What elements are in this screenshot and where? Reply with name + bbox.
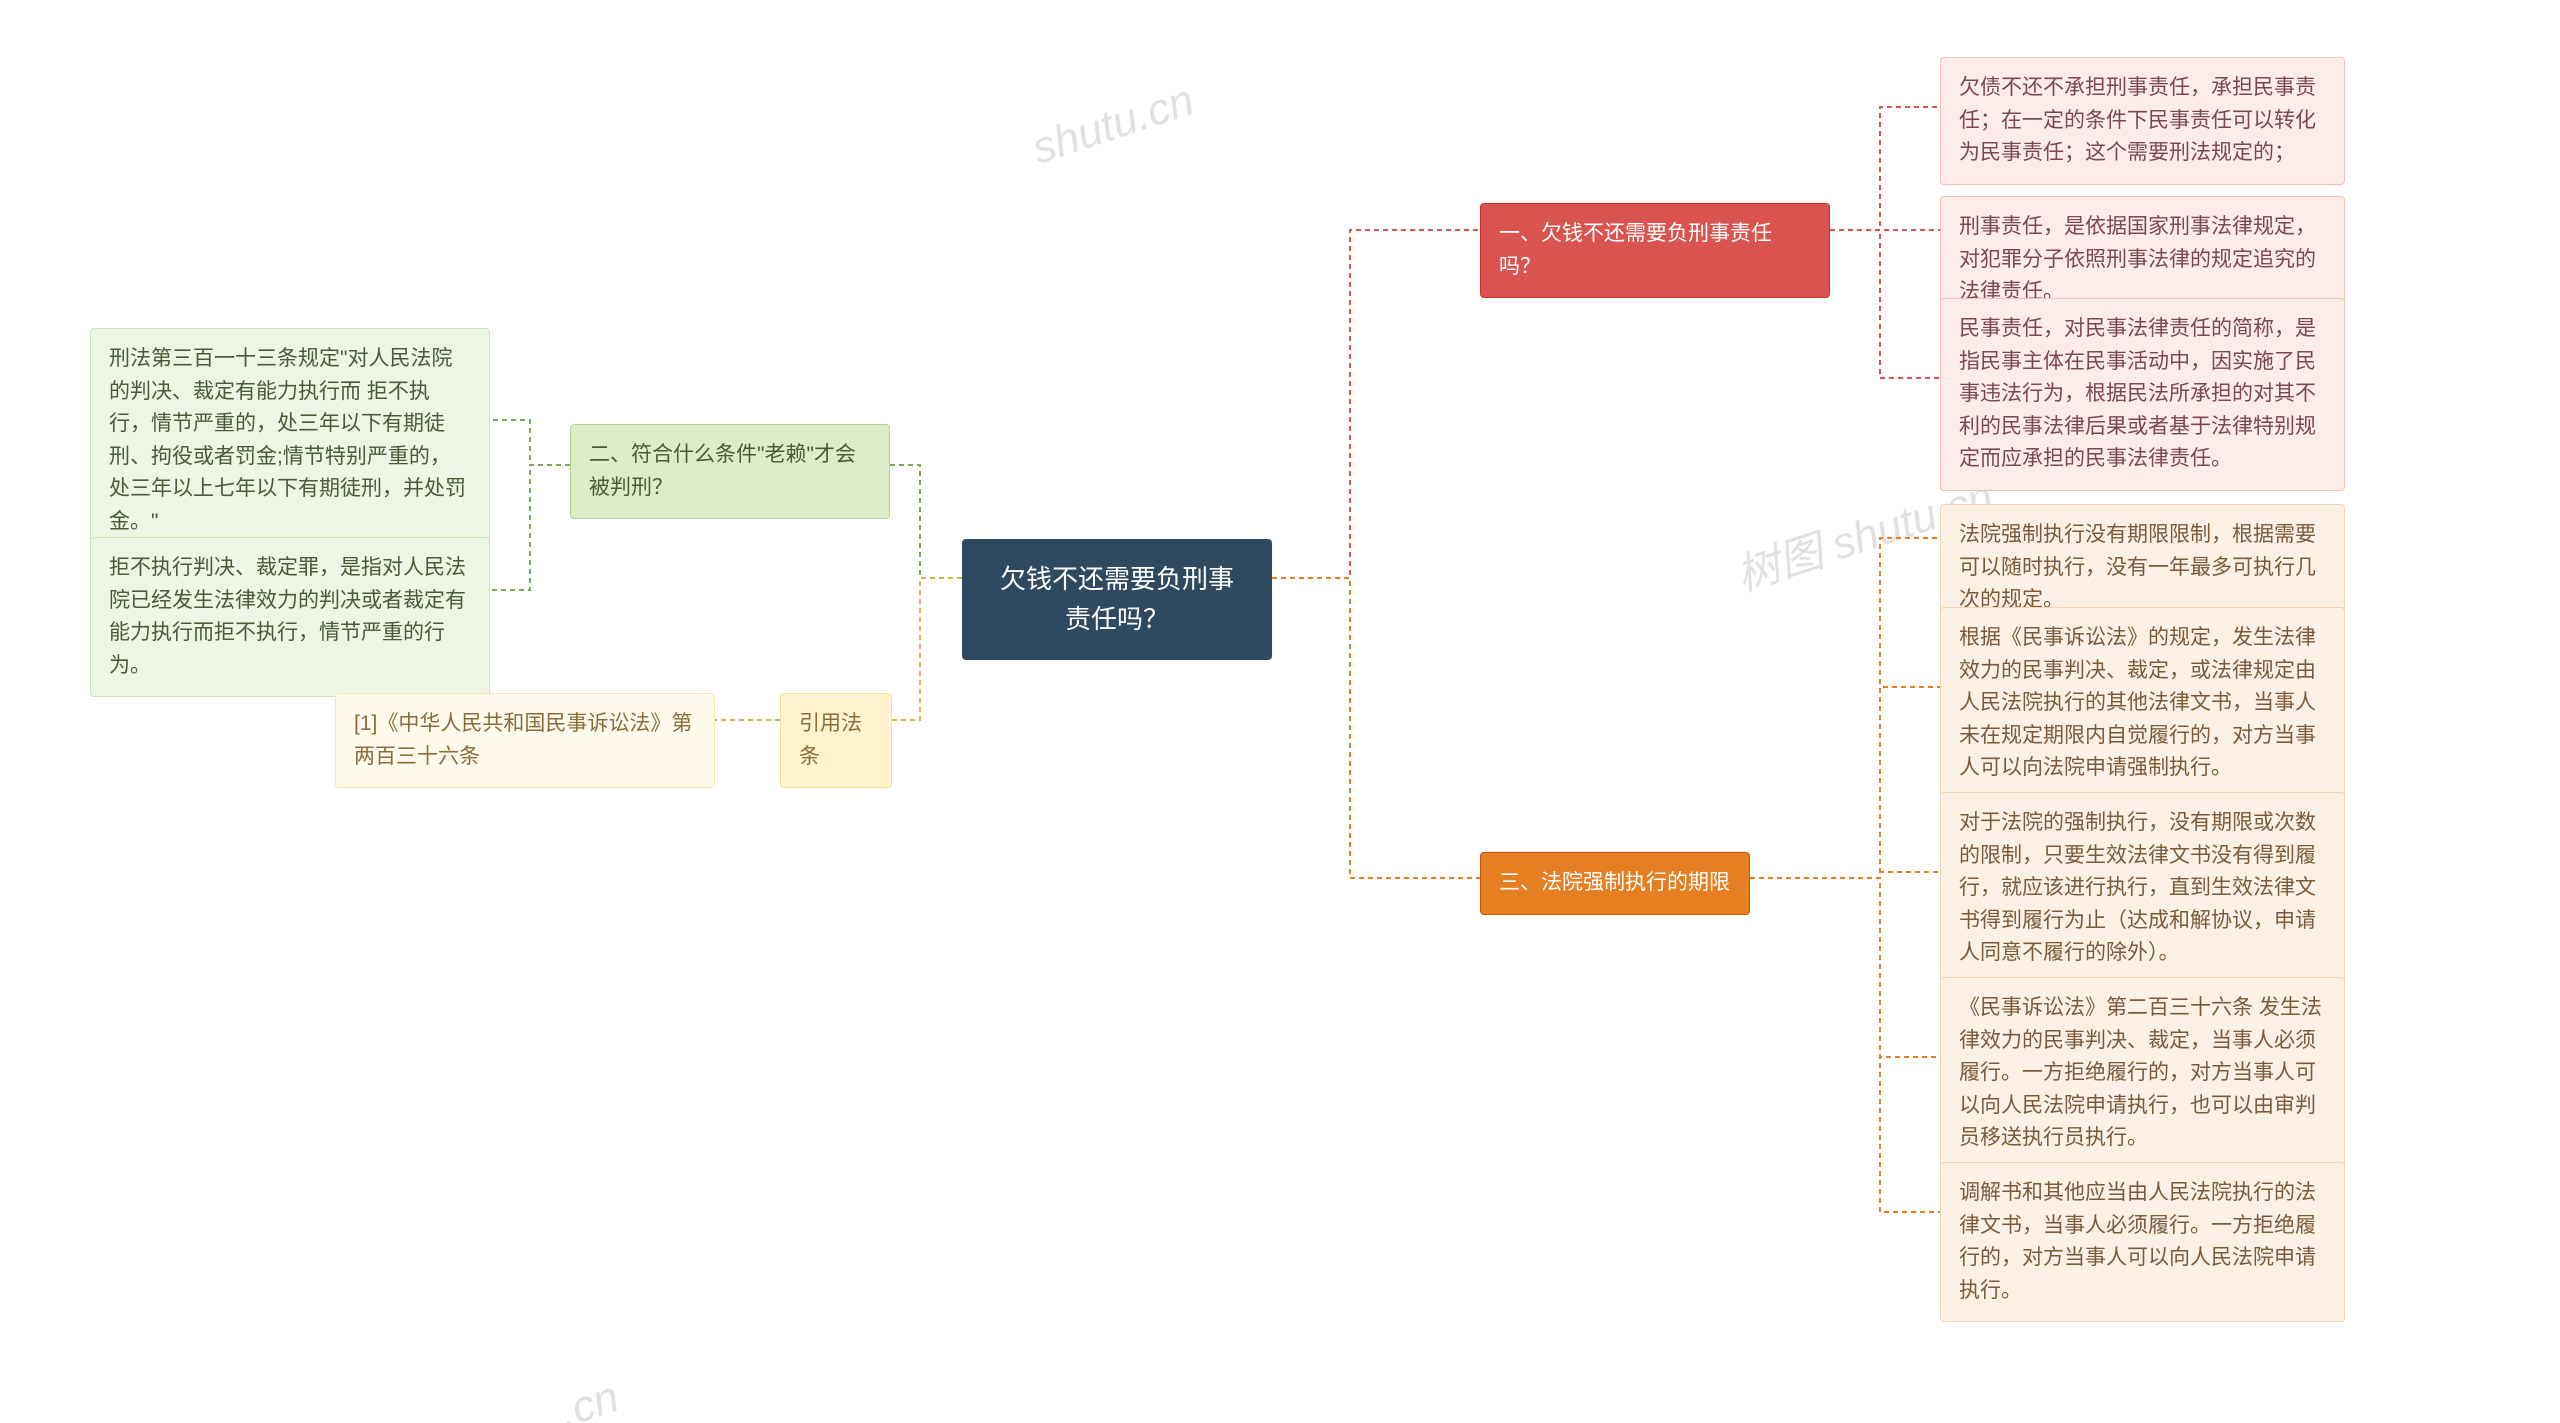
leaf-node: 调解书和其他应当由人民法院执行的法律文书，当事人必须履行。一方拒绝履行的，对方当… <box>1940 1162 2345 1322</box>
leaf-node: 民事责任，对民事法律责任的简称，是指民事主体在民事活动中，因实施了民事违法行为，… <box>1940 298 2345 491</box>
watermark: .cn <box>554 1372 625 1423</box>
leaf-node: 拒不执行判决、裁定罪，是指对人民法院已经发生法律效力的判决或者裁定有能力执行而拒… <box>90 537 490 697</box>
branch-enforcement-period[interactable]: 三、法院强制执行的期限 <box>1480 852 1750 915</box>
leaf-node: 对于法院的强制执行，没有期限或次数的限制，只要生效法律文书没有得到履行，就应该进… <box>1940 792 2345 985</box>
leaf-node: 根据《民事诉讼法》的规定，发生法律效力的民事判决、裁定，或法律规定由人民法院执行… <box>1940 607 2345 800</box>
branch-laolai-sentencing[interactable]: 二、符合什么条件"老赖"才会被判刑？ <box>570 424 890 519</box>
leaf-node: 刑法第三百一十三条规定"对人民法院的判决、裁定有能力执行而 拒不执行，情节严重的… <box>90 328 490 553</box>
root-node[interactable]: 欠钱不还需要负刑事责任吗？ <box>962 539 1272 660</box>
leaf-node: 欠债不还不承担刑事责任，承担民事责任；在一定的条件下民事责任可以转化为民事责任；… <box>1940 57 2345 185</box>
watermark: shutu.cn <box>1026 76 1200 175</box>
leaf-node: [1]《中华人民共和国民事诉讼法》第两百三十六条 <box>335 693 715 788</box>
leaf-node: 《民事诉讼法》第二百三十六条 发生法律效力的民事判决、裁定，当事人必须履行。一方… <box>1940 977 2345 1170</box>
branch-cited-laws[interactable]: 引用法条 <box>780 693 892 788</box>
branch-criminal-liability[interactable]: 一、欠钱不还需要负刑事责任吗？ <box>1480 203 1830 298</box>
